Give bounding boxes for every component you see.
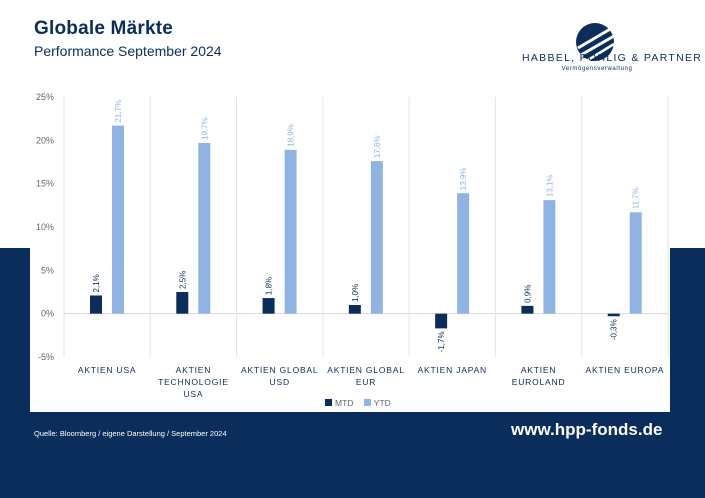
y-tick-label: -5% <box>38 352 54 362</box>
bar-ytd <box>370 161 383 314</box>
data-label-ytd: 11,7% <box>632 187 641 209</box>
data-label-mtd: 2,1% <box>92 274 101 292</box>
data-label-ytd: 19,7% <box>200 117 209 140</box>
category-label: USA <box>183 389 203 399</box>
legend-swatch-ytd <box>363 399 371 406</box>
bar-ytd <box>629 212 642 314</box>
legend-swatch-mtd <box>325 399 332 406</box>
chart-card <box>30 0 670 412</box>
source-note: Quelle: Bloomberg / eigene Darstellung /… <box>34 429 227 438</box>
bar-ytd <box>284 149 297 314</box>
bar-mtd <box>607 313 620 317</box>
data-label-mtd: 2,5% <box>178 271 187 289</box>
y-tick-label: 15% <box>36 179 54 189</box>
legend-item-ytd: YTD <box>363 398 391 408</box>
data-label-mtd: -1,7% <box>437 331 446 352</box>
bar-ytd <box>543 200 556 314</box>
data-label-ytd: 13,9% <box>459 168 468 191</box>
data-label-mtd: 1,8% <box>265 277 274 295</box>
data-label-mtd: 0,9% <box>523 285 532 303</box>
legend-item-mtd: MTD <box>325 398 353 408</box>
category-label: AKTIEN <box>176 365 212 375</box>
bar-mtd <box>90 295 102 314</box>
category-label: AKTIEN JAPAN <box>418 365 487 375</box>
bar-mtd <box>521 305 534 314</box>
y-tick-label: 20% <box>36 135 54 145</box>
bar-mtd <box>348 305 361 314</box>
category-label: EUR <box>356 377 376 387</box>
y-tick-label: 5% <box>41 265 54 275</box>
logo-tagline: Vermögensverwaltung <box>561 66 633 72</box>
data-label-mtd: 1,0% <box>351 284 360 302</box>
category-label: AKTIEN GLOBAL <box>241 365 318 375</box>
chart-legend: MTD YTD <box>325 398 399 408</box>
bar-mtd <box>262 298 275 314</box>
data-label-ytd: 21,7% <box>114 100 123 123</box>
y-tick-label: 10% <box>36 222 54 232</box>
category-label: TECHNOLOGIE <box>158 377 229 387</box>
category-label: AKTIEN <box>521 365 557 375</box>
category-label: USD <box>270 377 290 387</box>
bar-mtd <box>435 313 448 329</box>
legend-label-ytd: YTD <box>373 398 391 408</box>
logo-mark-icon <box>576 23 615 62</box>
category-label: EUROLAND <box>512 377 566 387</box>
bar-mtd <box>176 292 189 314</box>
page-subtitle: Performance September 2024 <box>34 43 222 59</box>
website-link[interactable]: www.hpp-fonds.de <box>511 420 663 439</box>
bar-ytd <box>112 125 124 314</box>
category-label: AKTIEN USA <box>78 365 137 375</box>
legend-label-mtd: MTD <box>335 398 354 408</box>
category-label: AKTIEN EUROPA <box>585 365 664 375</box>
bar-chart: 25% 20% 15% 10% 5% 0% -5% 2,1% 21,7% AKTIEN USA 2,… <box>36 92 669 399</box>
bar-ytd <box>198 142 211 314</box>
y-tick-label: 0% <box>41 309 54 319</box>
category-label: AKTIEN GLOBAL <box>327 365 404 375</box>
y-tick-label: 25% <box>36 92 54 102</box>
page-title: Globale Märkte <box>34 18 174 39</box>
logo-name: HABBEL, POHLIG & PARTNER <box>522 52 703 64</box>
bar-ytd <box>457 193 470 314</box>
data-label-ytd: 17,6% <box>373 135 382 158</box>
data-label-ytd: 18,9% <box>287 124 296 147</box>
data-label-ytd: 13,1% <box>545 174 554 197</box>
data-label-mtd: -0,3% <box>610 319 619 340</box>
